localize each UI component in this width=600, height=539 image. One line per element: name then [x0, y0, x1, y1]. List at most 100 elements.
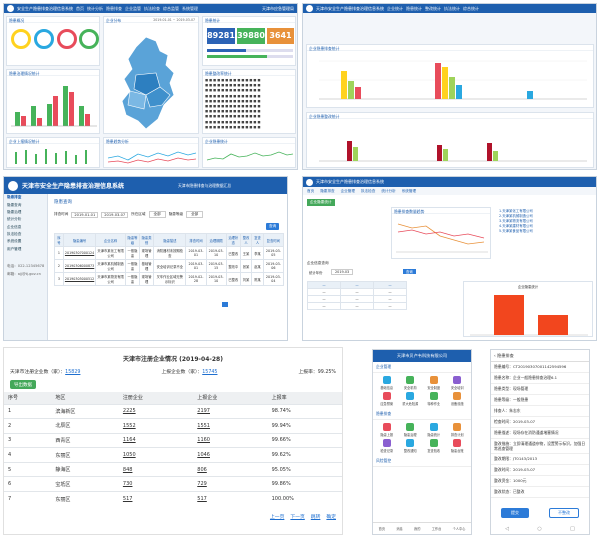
- area-select[interactable]: 全部: [148, 211, 166, 218]
- list-item[interactable]: ■ ■ ■ ■ ■ ■ ■ ■ ■ ■ ■ ■ ■ ■: [205, 98, 261, 103]
- list-item[interactable]: ■ ■ ■ ■ ■ ■ ■ ■ ■ ■ ■ ■ ■ ■: [205, 93, 261, 98]
- year-input[interactable]: 2019-03: [331, 269, 354, 275]
- tab-system[interactable]: 系统管理: [182, 5, 198, 11]
- nav-item[interactable]: 首页: [307, 188, 315, 193]
- sidebar-item[interactable]: 执法检查: [7, 232, 22, 237]
- list-item[interactable]: ■ ■ ■ ■ ■ ■ ■ ■ ■ ■ ■ ■ ■ ■: [205, 114, 261, 119]
- tab-home[interactable]: 首页: [76, 5, 84, 11]
- nav-home[interactable]: 首页: [378, 527, 386, 531]
- submit-button[interactable]: 提交: [501, 508, 529, 518]
- table-row[interactable]: 1 20190307000124 天津市某化工有限公司 一般隐患 现场管理 消防器材未按期…: [54, 246, 285, 260]
- nav-item[interactable]: 隐患排查: [320, 188, 335, 193]
- grid-item[interactable]: 整改通知: [400, 439, 422, 453]
- jump-link[interactable]: 跳转: [310, 515, 321, 520]
- user-name[interactable]: 天津市应急管理局: [262, 5, 294, 11]
- query-button[interactable]: 查询: [403, 269, 416, 274]
- back-nav-icon[interactable]: ◁: [505, 526, 510, 532]
- list-item[interactable]: 5.天津某食品有限公司: [499, 229, 533, 233]
- table-row[interactable]: 2 北辰区 1552 1551 99.94%: [4, 418, 342, 434]
- grid-item[interactable]: 安全机构: [400, 376, 422, 390]
- tab-3[interactable]: 整改统计: [425, 5, 441, 11]
- list-item[interactable]: ■ ■ ■ ■ ■ ■ ■ ■ ■ ■ ■ ■ ■ ■: [205, 104, 261, 109]
- confirm-link[interactable]: 确定: [326, 515, 336, 520]
- grid-item[interactable]: 设备设施: [447, 392, 469, 406]
- table-row[interactable]: 3 20190305000512 天津市某物流有限公司 一般隐患 现场管理 叉车作业区域无…: [54, 272, 285, 286]
- tab-1[interactable]: 企业统计: [387, 5, 403, 11]
- nav-item[interactable]: 系统管理: [401, 188, 417, 193]
- tab-enterprise[interactable]: 企业监管: [125, 5, 141, 11]
- sidebar-item[interactable]: 用户管理: [7, 246, 22, 251]
- page-indicator[interactable]: [222, 302, 228, 307]
- list-item[interactable]: ■ ■ ■ ■ ■ ■ ■ ■ ■ ■ ■ ■ ■ ■: [205, 78, 261, 82]
- recent-nav-icon[interactable]: □: [570, 526, 575, 532]
- table-row[interactable]: 5 静海区 848 806 95.05%: [4, 461, 342, 477]
- nav-message[interactable]: 消息: [396, 527, 403, 531]
- list-item[interactable]: ■ ■ ■ ■ ■ ■ ■ ■ ■ ■ ■ ■ ■ ■: [205, 109, 261, 114]
- date-to-input[interactable]: 2019-03-07: [101, 211, 129, 218]
- table-row[interactable]: 7 东丽区 517 517 100.00%: [4, 491, 342, 507]
- table-row[interactable]: — — —: [307, 288, 407, 296]
- grid-item[interactable]: 基础信息: [376, 376, 398, 390]
- nav-profile[interactable]: 个人中心: [452, 527, 466, 531]
- tianjin-map[interactable]: [116, 35, 178, 131]
- nav-work[interactable]: 工作台: [431, 527, 442, 531]
- list-item[interactable]: ■ ■ ■ ■ ■ ■ ■ ■ ■ ■ ■ ■ ■ ■: [205, 83, 261, 88]
- sidebar-item[interactable]: 系统设置: [7, 239, 22, 244]
- grid-item[interactable]: 隐患台账: [447, 439, 469, 453]
- nav-item[interactable]: 执法检查: [360, 188, 376, 193]
- tab-general[interactable]: 综合监管: [163, 5, 179, 11]
- tab-2[interactable]: 隐患统计: [406, 5, 422, 11]
- list-item[interactable]: ■ ■ ■ ■ ■ ■ ■ ■ ■ ■ ■ ■ ■ ■: [205, 124, 261, 129]
- table-row[interactable]: — — —: [307, 295, 407, 303]
- tab-enforce[interactable]: 执法检查: [144, 5, 160, 11]
- nav-item[interactable]: 企业管理: [340, 188, 355, 193]
- grid-item[interactable]: 安全培训: [447, 376, 469, 390]
- date-from-input[interactable]: 2019-01-01: [71, 211, 99, 218]
- grid-item[interactable]: 应急预案: [376, 392, 398, 406]
- prev-page-link[interactable]: 上一页: [269, 515, 285, 520]
- grid-item[interactable]: 隐患上报: [376, 423, 398, 437]
- tab-stats[interactable]: 统计分析: [87, 5, 103, 11]
- level-select[interactable]: 全部: [186, 211, 204, 218]
- list-item[interactable]: 3.天津某物流有限公司: [499, 219, 533, 223]
- table-row[interactable]: — — —: [307, 302, 407, 310]
- list-item[interactable]: ■ ■ ■ ■ ■ ■ ■ ■ ■ ■ ■ ■ ■ ■: [205, 88, 261, 93]
- grid-item[interactable]: 重大危险源: [400, 392, 422, 406]
- table-row[interactable]: 1 滨海新区 2225 2197 98.74%: [4, 403, 342, 419]
- sidebar-item[interactable]: 统计分析: [7, 217, 22, 222]
- col-header: 隐患编号: [62, 233, 97, 247]
- grid-item[interactable]: 复查验收: [423, 439, 445, 453]
- grid-item[interactable]: 检查记录: [376, 439, 398, 453]
- table-row[interactable]: 3 西青区 1164 1160 99.66%: [4, 432, 342, 448]
- reject-button[interactable]: 不整改: [549, 508, 579, 518]
- back-icon[interactable]: ‹: [494, 353, 496, 358]
- list-item[interactable]: ■ ■ ■ ■ ■ ■ ■ ■ ■ ■ ■ ■ ■ ■: [205, 119, 261, 124]
- registered-count[interactable]: 15829: [65, 370, 81, 375]
- table-row[interactable]: 2 20190306000873 天津市某机械制造公司 一般隐患 基础管理 安全培训记录不…: [54, 259, 285, 273]
- sidebar-item[interactable]: 隐患查询: [7, 202, 22, 207]
- col-header: 复查人: [251, 233, 264, 247]
- grid-item[interactable]: 排查计划: [447, 423, 469, 437]
- sidebar-item[interactable]: 隐患排查: [7, 195, 22, 200]
- tab-hazard[interactable]: 隐患排查: [106, 5, 122, 11]
- tab-4[interactable]: 执法统计: [444, 5, 460, 11]
- grid-item[interactable]: 安全制度: [423, 376, 445, 390]
- home-nav-icon[interactable]: ○: [537, 526, 542, 532]
- nav-mine[interactable]: 我的: [414, 527, 421, 531]
- sidebar-item[interactable]: 企业信息: [7, 224, 22, 229]
- nav-item[interactable]: 统计分析: [381, 188, 396, 193]
- list-item[interactable]: 1.天津某化工有限公司: [499, 209, 533, 213]
- list-item[interactable]: 4.天津某建材有限公司: [499, 224, 533, 228]
- sidebar-item[interactable]: 隐患治理: [7, 209, 22, 214]
- reported-count[interactable]: 15745: [202, 370, 218, 375]
- table-row[interactable]: 6 宝坻区 730 729 99.86%: [4, 476, 342, 492]
- search-button[interactable]: 查询: [266, 223, 280, 230]
- export-button[interactable]: 导出数据: [10, 380, 36, 389]
- list-item[interactable]: 2.天津某机械制造公司: [499, 214, 533, 218]
- tab-5[interactable]: 综合统计: [463, 5, 479, 11]
- next-page-link[interactable]: 下一页: [290, 515, 305, 520]
- grid-item[interactable]: 特种作业: [423, 392, 445, 406]
- grid-item[interactable]: 隐患统计: [423, 423, 445, 437]
- grid-item[interactable]: 隐患治理: [400, 423, 422, 437]
- table-row[interactable]: 4 东丽区 1050 1046 99.62%: [4, 447, 342, 463]
